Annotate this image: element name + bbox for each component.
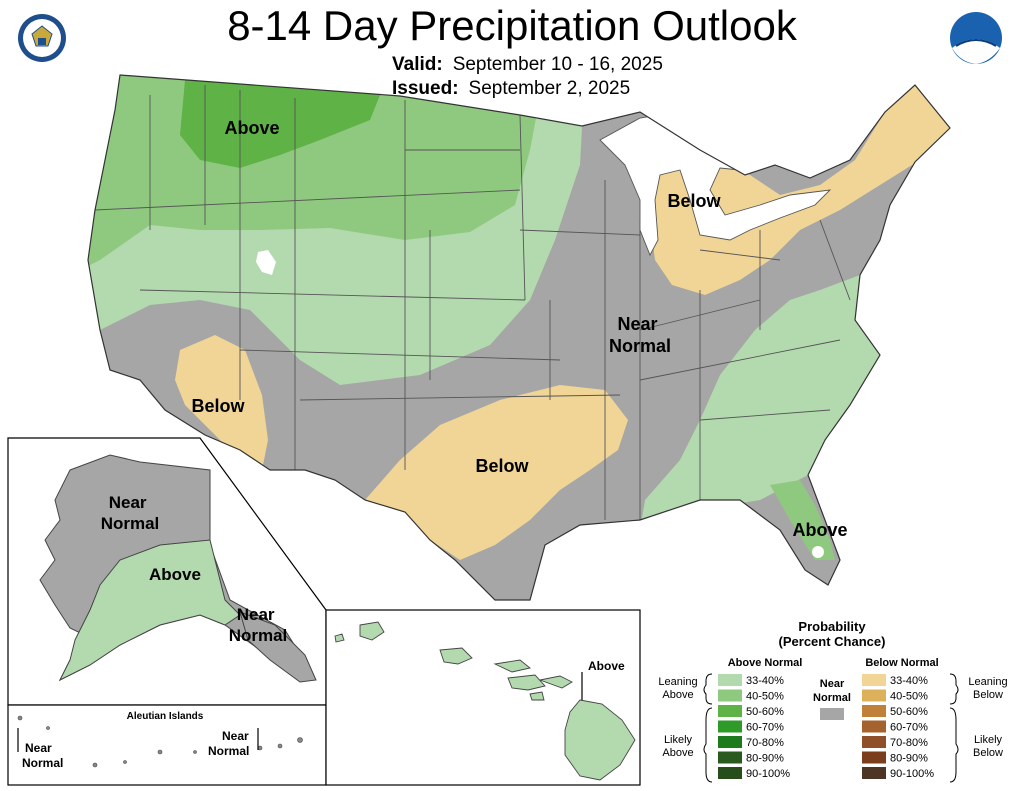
legend-near-swatch (820, 708, 844, 720)
aleutian-inset: Aleutian Islands Near Normal Near Normal (7, 704, 327, 786)
legend-below-bin: 90-100% (890, 768, 934, 780)
issued-line: Issued: September 2, 2025 (392, 78, 630, 100)
valid-line: Valid: September 10 - 16, 2025 (392, 54, 663, 76)
legend-below-bin: 60-70% (890, 722, 928, 734)
legend-likely-above-1: Likely (664, 734, 693, 746)
legend-above-bin: 80-90% (746, 753, 784, 765)
legend-below-swatch (862, 689, 886, 702)
legend-above-swatch (718, 674, 742, 686)
legend-brace-likely-below (949, 707, 959, 783)
legend-above-swatch (718, 736, 742, 748)
legend-above-swatch (718, 705, 742, 717)
legend-above-swatch (718, 751, 742, 764)
legend-leaning-below-2: Below (973, 689, 1003, 701)
label-aleutian-east-line2: Normal (208, 744, 249, 758)
legend-below-bin: 70-80% (890, 737, 928, 749)
label-northwest: Above (224, 118, 279, 138)
legend-brace-leaning-below (949, 673, 959, 705)
label-alaska-southeast: Near Normal (229, 605, 288, 645)
legend-above-swatch (718, 767, 742, 779)
legend-below-bin: 40-50% (890, 691, 928, 703)
legend-above-swatch (718, 720, 742, 733)
label-alaska-north-line2: Normal (101, 514, 160, 533)
label-southwest: Below (191, 396, 245, 416)
legend-above-bin: 33-40% (746, 675, 784, 687)
commerce-seal-icon (18, 14, 66, 62)
label-aleutian-west-line1: Near (25, 741, 52, 755)
legend-below-swatch (862, 767, 886, 779)
legend-likely-below-2: Below (973, 747, 1003, 759)
aleutian-title: Aleutian Islands (127, 711, 204, 722)
label-hawaii: Above (588, 659, 625, 673)
label-central-line1: Near (617, 314, 657, 334)
label-alaska-south: Above (149, 565, 201, 584)
issued-value: September 2, 2025 (468, 78, 631, 99)
legend-below-header: Below Normal (865, 657, 938, 669)
legend-above-bin: 90-100% (746, 768, 790, 780)
alaska-inset: Near Normal Above Near Normal (7, 437, 327, 706)
legend-leaning-above-1: Leaning (658, 676, 697, 688)
legend-rows: 33-40% 33-40% 40-50% 40-50% 50-60% 50-60% 60-7… (718, 674, 934, 780)
label-aleutian-east-line1: Near (222, 729, 249, 743)
legend-leaning-below-1: Leaning (968, 676, 1007, 688)
label-florida: Above (792, 520, 847, 540)
label-great-lakes: Below (667, 191, 721, 211)
legend-below-bin: 50-60% (890, 706, 928, 718)
label-alaska-southeast-line1: Near (237, 605, 275, 624)
legend-below-swatch (862, 674, 886, 686)
hawaii-inset: Above (325, 609, 641, 786)
issued-label: Issued: (392, 78, 459, 99)
label-aleutian-west: Near Normal (22, 741, 63, 770)
legend-near-line1: Near (820, 678, 845, 690)
legend-above-header: Above Normal (728, 657, 803, 669)
legend: Probability (Percent Chance) Above Norma… (658, 619, 1008, 783)
label-aleutian-west-line2: Normal (22, 756, 63, 770)
legend-above-bin: 50-60% (746, 706, 784, 718)
label-alaska-north: Near Normal (101, 493, 160, 533)
legend-below-swatch (862, 705, 886, 717)
legend-likely-above-2: Above (662, 747, 693, 759)
label-aleutian-east: Near Normal (208, 729, 252, 758)
legend-below-swatch (862, 751, 886, 764)
legend-below-bin: 33-40% (890, 675, 928, 687)
legend-leaning-above-2: Above (662, 689, 693, 701)
legend-below-swatch (862, 736, 886, 748)
legend-brace-likely-above (703, 707, 713, 783)
label-central: Near Normal (609, 314, 671, 356)
valid-value: September 10 - 16, 2025 (452, 54, 663, 75)
legend-above-bin: 60-70% (746, 722, 784, 734)
legend-below-bin: 80-90% (890, 753, 928, 765)
legend-title-line1: Probability (798, 619, 866, 634)
legend-below-swatch (862, 720, 886, 733)
label-southern-plains: Below (475, 456, 529, 476)
legend-likely-below-1: Likely (974, 734, 1003, 746)
legend-title-line2: (Percent Chance) (779, 634, 886, 649)
noaa-logo-icon (950, 12, 1002, 64)
valid-label: Valid: (392, 54, 443, 75)
label-alaska-southeast-line2: Normal (229, 626, 288, 645)
legend-above-bin: 70-80% (746, 737, 784, 749)
label-alaska-north-line1: Near (109, 493, 147, 512)
page-title: 8-14 Day Precipitation Outlook (227, 2, 797, 49)
conus-map (88, 75, 950, 600)
legend-brace-leaning-above (703, 673, 713, 705)
legend-above-bin: 40-50% (746, 691, 784, 703)
label-central-line2: Normal (609, 336, 671, 356)
legend-above-swatch (718, 689, 742, 702)
legend-near-line2: Normal (813, 692, 851, 704)
